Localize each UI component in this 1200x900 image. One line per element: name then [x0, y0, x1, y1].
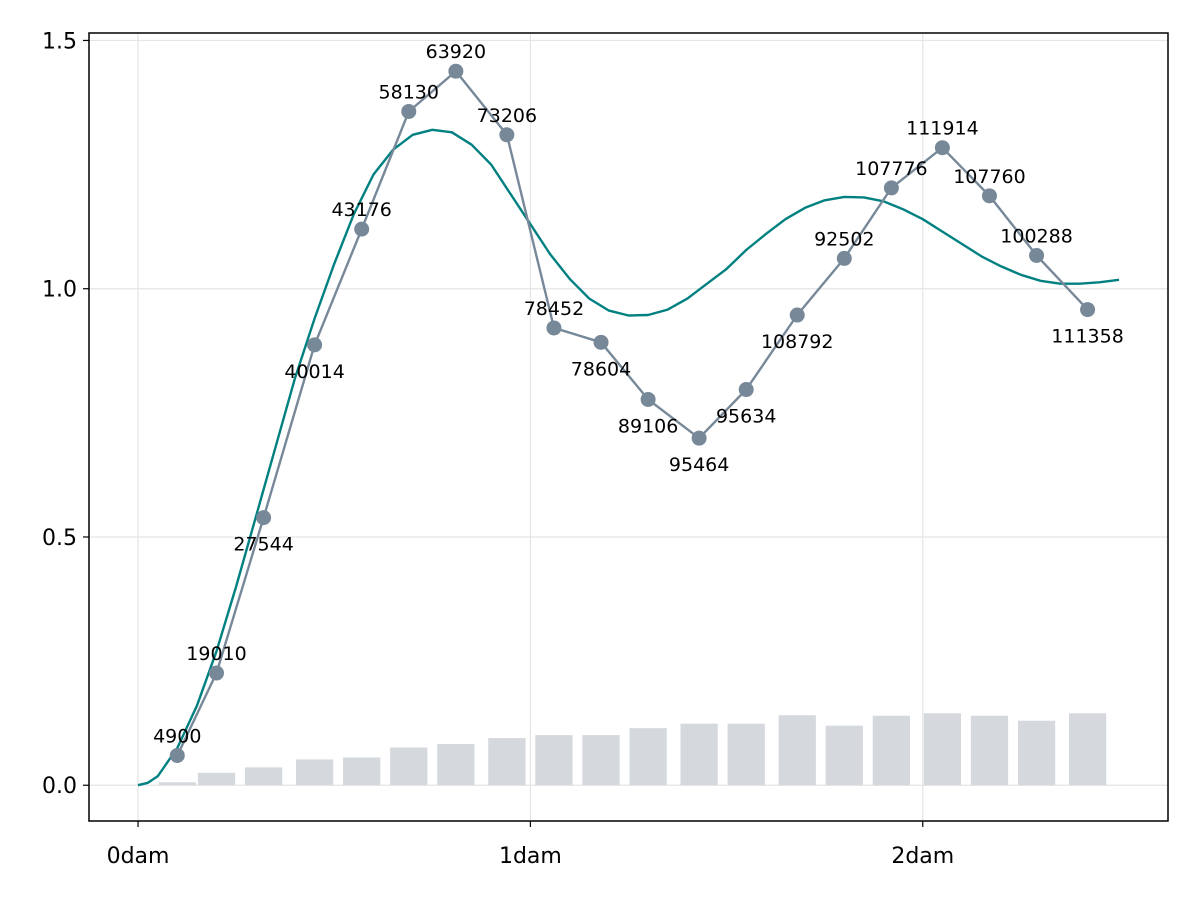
data-label: 78452	[524, 298, 584, 320]
data-label: 100288	[1000, 225, 1073, 247]
bar	[923, 713, 962, 786]
bar	[825, 725, 863, 786]
data-labels: 4900 19010 27544 40014 43176 58130 63920 73206 7…	[153, 41, 1124, 747]
data-label: 19010	[186, 643, 246, 665]
smooth-curve-line	[137, 128, 1120, 787]
bar	[629, 728, 667, 786]
bar	[295, 759, 334, 786]
bar	[244, 767, 283, 786]
bar	[343, 757, 381, 786]
bar	[390, 747, 428, 786]
data-label: 95634	[716, 406, 776, 428]
data-point	[169, 747, 185, 763]
data-label: 27544	[233, 534, 293, 556]
data-point	[448, 63, 464, 79]
data-label: 43176	[331, 199, 391, 221]
data-point	[1029, 247, 1045, 263]
connecting-line	[176, 70, 1089, 757]
data-point	[401, 103, 417, 119]
plot-frame	[88, 32, 1169, 822]
bar	[778, 715, 816, 786]
axes: 0dam 1dam 2dam 0.0 0.5 1.0 1.5	[42, 29, 954, 869]
data-label: 78604	[571, 358, 631, 380]
bar	[488, 738, 526, 786]
x-tick-label: 2dam	[891, 844, 954, 869]
bar	[872, 715, 911, 786]
data-point	[1080, 302, 1096, 318]
smooth-curve-series	[137, 128, 1120, 787]
data-label: 95464	[669, 454, 729, 476]
y-tick-label: 0.5	[42, 526, 77, 551]
data-label: 111358	[1051, 326, 1124, 348]
data-point	[256, 510, 272, 526]
data-point	[209, 665, 225, 681]
y-tick-label: 1.0	[42, 278, 77, 303]
bar	[1068, 713, 1107, 786]
data-label: 107776	[855, 158, 928, 180]
data-label: 63920	[426, 41, 486, 63]
bar	[197, 772, 236, 786]
data-point	[593, 334, 609, 350]
data-point	[640, 391, 656, 407]
bar-series	[158, 713, 1107, 786]
y-tick-label: 1.5	[42, 29, 77, 54]
data-point	[883, 180, 899, 196]
bar	[158, 782, 196, 786]
bar	[970, 715, 1009, 786]
data-label: 92502	[814, 228, 874, 250]
x-tick-label: 0dam	[107, 844, 170, 869]
data-label: 107760	[953, 166, 1026, 188]
data-label: 108792	[761, 331, 834, 353]
data-point	[934, 140, 950, 156]
data-point	[691, 430, 707, 446]
data-label: 40014	[284, 361, 344, 383]
data-point	[981, 188, 997, 204]
data-label: 58130	[379, 81, 439, 103]
data-point	[499, 127, 515, 143]
bar	[535, 735, 573, 786]
data-point	[789, 307, 805, 323]
x-tick-label: 1dam	[499, 844, 562, 869]
bar	[727, 723, 765, 786]
data-point	[546, 320, 562, 336]
data-label: 4900	[153, 725, 201, 747]
data-label: 111914	[906, 118, 979, 140]
bar	[680, 723, 718, 786]
data-point	[738, 382, 754, 398]
data-point	[354, 221, 370, 237]
bar	[1017, 720, 1056, 786]
bar	[437, 744, 475, 786]
bar	[582, 735, 620, 786]
data-label: 89106	[618, 415, 678, 437]
data-point	[836, 250, 852, 266]
data-point	[307, 337, 323, 353]
data-label: 73206	[477, 105, 537, 127]
scatter-line-series	[169, 63, 1096, 763]
y-tick-label: 0.0	[42, 774, 77, 799]
